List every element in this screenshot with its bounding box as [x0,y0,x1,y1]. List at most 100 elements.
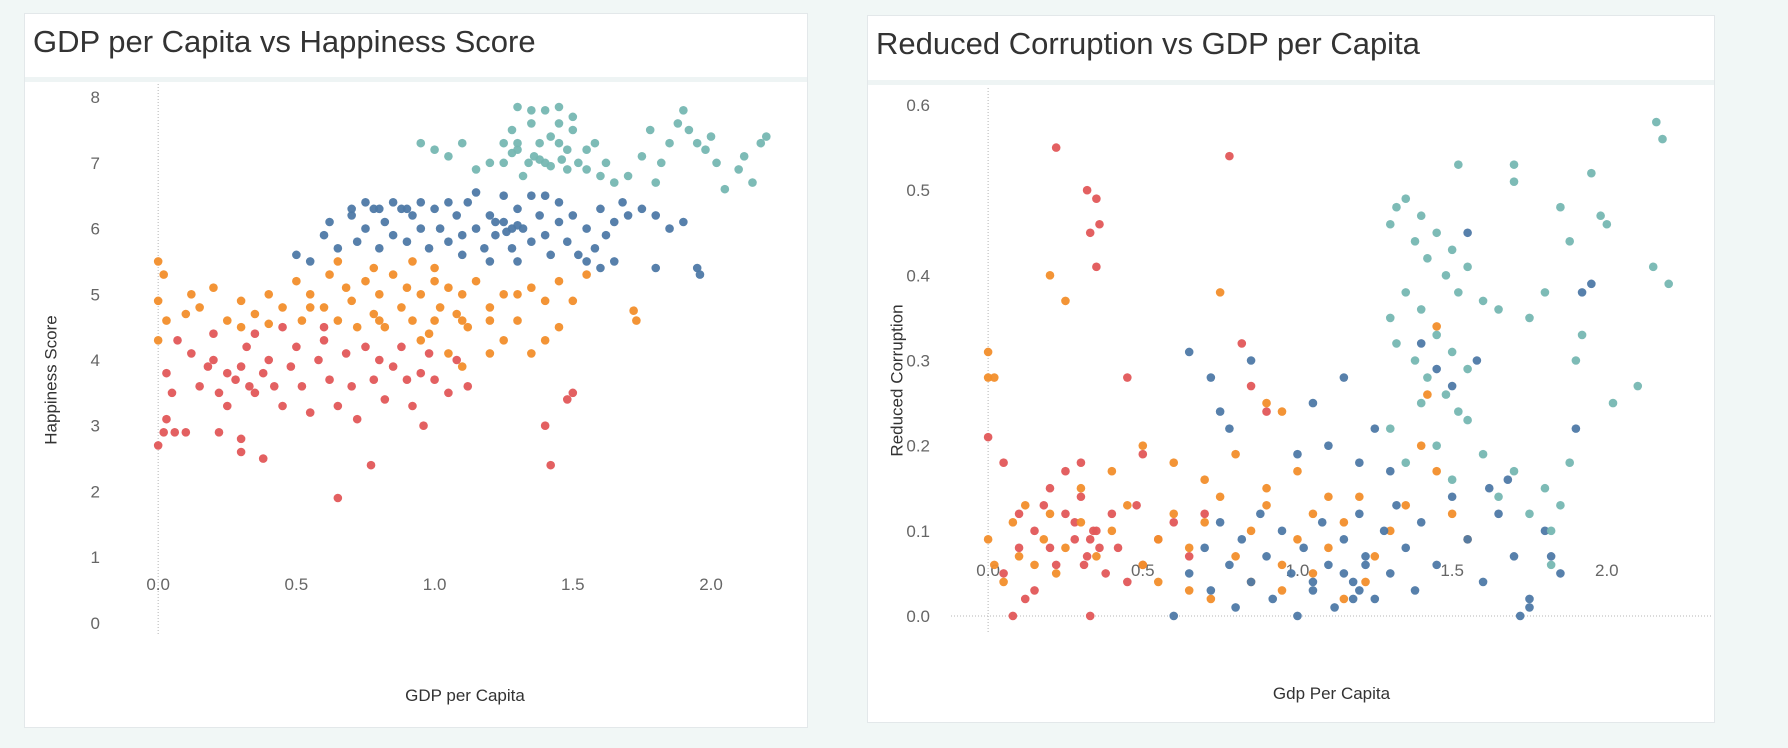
data-point[interactable] [1123,577,1132,587]
data-point[interactable] [568,296,578,306]
data-point[interactable] [540,296,550,306]
data-point[interactable] [692,138,702,148]
data-point[interactable] [1339,569,1349,578]
data-point[interactable] [471,224,481,233]
data-point[interactable] [1587,168,1596,178]
data-point[interactable] [609,217,619,227]
data-point[interactable] [297,316,307,325]
data-point[interactable] [435,224,445,233]
data-point[interactable] [568,211,578,220]
data-point[interactable] [1392,500,1401,510]
data-point[interactable] [1039,535,1049,544]
data-point[interactable] [540,191,550,201]
data-point[interactable] [562,165,572,174]
data-point[interactable] [651,263,661,273]
data-point[interactable] [1324,543,1333,553]
data-point[interactable] [546,250,555,260]
data-point[interactable] [1089,526,1098,536]
data-point[interactable] [1587,279,1596,289]
data-point[interactable] [1076,492,1086,502]
data-point[interactable] [1045,483,1055,493]
data-point[interactable] [319,230,329,240]
data-point[interactable] [250,309,260,319]
data-point[interactable] [1370,552,1380,561]
data-point[interactable] [1262,500,1271,510]
data-point[interactable] [623,171,633,181]
data-point[interactable] [734,165,743,174]
data-point[interactable] [209,355,218,365]
data-point[interactable] [499,191,508,201]
data-point[interactable] [1540,288,1550,297]
data-point[interactable] [1339,535,1349,544]
data-point[interactable] [1299,543,1308,553]
data-point[interactable] [388,230,398,240]
data-point[interactable] [1608,398,1618,408]
data-point[interactable] [1447,245,1457,255]
data-point[interactable] [341,349,351,358]
data-point[interactable] [457,316,467,325]
data-point[interactable] [1101,569,1110,578]
data-point[interactable] [665,138,674,148]
data-point[interactable] [1441,390,1451,399]
data-point[interactable] [1509,160,1519,169]
data-point[interactable] [286,362,296,371]
data-point[interactable] [1324,441,1333,450]
scatter-plot[interactable]: 0.0 0.5 1.0 1.5 2.0 0 1 2 3 4 5 6 7 8 GDP per Capita Ha… [25,14,809,729]
data-point[interactable] [568,388,578,398]
data-point[interactable] [1308,569,1318,578]
data-point[interactable] [305,303,315,312]
data-point[interactable] [582,224,591,233]
data-point[interactable] [1355,458,1364,467]
data-point[interactable] [1215,288,1225,297]
data-point[interactable] [513,220,522,230]
data-point[interactable] [1206,373,1216,382]
data-point[interactable] [502,227,511,237]
data-point[interactable] [1509,177,1519,186]
data-point[interactable] [1423,390,1432,399]
data-point[interactable] [1184,552,1194,561]
data-point[interactable] [408,257,417,266]
data-point[interactable] [457,362,467,371]
data-point[interactable] [1030,560,1039,570]
data-point[interactable] [292,276,301,286]
data-point[interactable] [1463,364,1472,374]
data-point[interactable] [380,322,390,332]
data-point[interactable] [1020,594,1030,604]
data-point[interactable] [629,306,638,316]
data-point[interactable] [1432,364,1441,374]
data-point[interactable] [535,138,544,148]
data-point[interactable] [1454,288,1463,297]
data-point[interactable] [513,316,522,325]
data-point[interactable] [319,322,329,332]
data-point[interactable] [1095,219,1104,229]
data-point[interactable] [159,270,168,279]
data-point[interactable] [375,243,384,253]
data-point[interactable] [435,303,445,312]
data-point[interactable] [1079,560,1089,570]
data-point[interactable] [637,204,647,214]
data-point[interactable] [527,349,536,358]
data-point[interactable] [1308,398,1318,408]
data-point[interactable] [173,335,182,345]
data-point[interactable] [402,283,412,293]
data-point[interactable] [388,197,398,207]
data-point[interactable] [408,211,417,220]
data-point[interactable] [679,217,688,227]
data-point[interactable] [325,375,334,385]
data-point[interactable] [416,138,426,148]
data-point[interactable] [1494,305,1503,314]
data-point[interactable] [1113,543,1123,553]
data-point[interactable] [333,493,343,503]
data-point[interactable] [375,204,384,214]
data-point[interactable] [214,388,224,398]
data-point[interactable] [1293,466,1302,476]
data-point[interactable] [471,188,481,197]
data-point[interactable] [402,204,412,214]
data-point[interactable] [590,138,600,148]
data-point[interactable] [444,349,453,358]
data-point[interactable] [1070,517,1080,527]
data-point[interactable] [1061,509,1070,519]
data-point[interactable] [1045,543,1055,553]
data-point[interactable] [1556,202,1565,212]
data-point[interactable] [1085,535,1095,544]
